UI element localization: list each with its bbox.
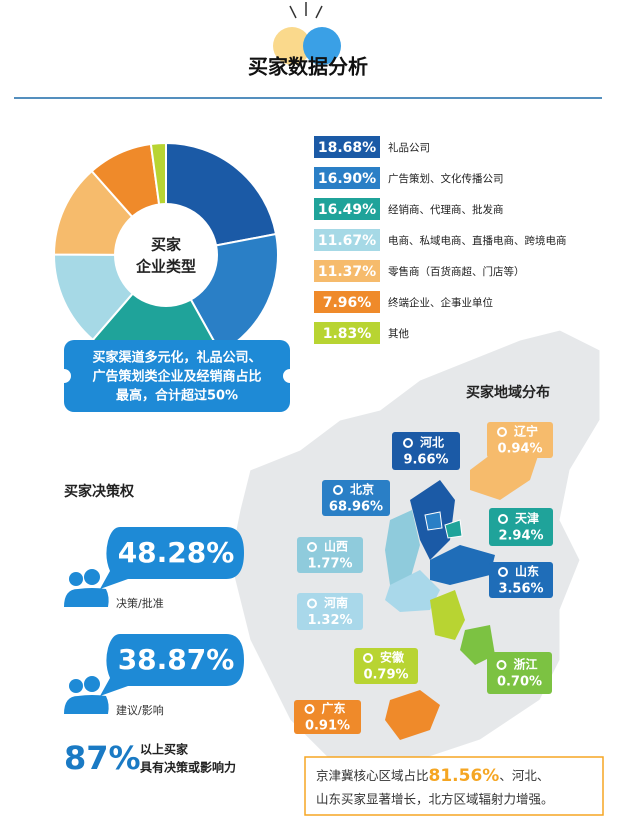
legend-swatch <box>314 198 380 220</box>
pin-icon <box>307 598 317 609</box>
region-name: 北京 <box>350 482 374 497</box>
person-icon <box>69 679 83 693</box>
region-value: 2.94% <box>498 529 543 544</box>
region-note: 山东买家显著增长，北方区域辐射力增强。 <box>316 792 554 807</box>
summary-text: 具有决策或影响力 <box>140 760 236 775</box>
legend-label: 礼品公司 <box>388 141 430 154</box>
decision-value: 38.87% <box>118 643 235 676</box>
region-value: 9.66% <box>403 453 448 468</box>
summary-value: 87% <box>64 739 141 777</box>
note-line: 最高，合计超过50% <box>116 388 238 404</box>
decision-caption: 决策/批准 <box>116 596 164 610</box>
region-value: 0.70% <box>497 675 542 690</box>
pin-icon <box>498 514 508 524</box>
region-name: 山东 <box>515 564 539 579</box>
region-name: 安徽 <box>380 650 405 665</box>
pin-icon <box>496 660 507 670</box>
region-box <box>354 648 418 684</box>
pin-icon <box>497 427 507 437</box>
region-note: 京津冀核心区域占比81.56%、河北、 <box>316 766 549 786</box>
speech-bubble <box>100 634 244 696</box>
pie-center-label: 买家 <box>151 236 181 254</box>
legend-label: 电商、私域电商、直播电商、跨境电商 <box>388 234 567 247</box>
pin-icon <box>333 485 343 495</box>
region-note-box <box>304 756 604 816</box>
region-box <box>487 422 553 458</box>
decision-title: 买家决策权 <box>64 483 135 500</box>
decision-caption: 建议/影响 <box>116 703 164 717</box>
note-text: 京津冀核心区域占比 <box>316 768 429 783</box>
legend-swatch <box>314 291 380 313</box>
note-line: 广告策划类企业及经销商占比 <box>92 369 261 385</box>
speech-bubble <box>100 527 244 589</box>
region-name: 广东 <box>321 701 345 716</box>
region-name: 浙江 <box>513 657 537 672</box>
note-box <box>64 340 290 412</box>
legend-swatch <box>314 167 380 189</box>
legend-value: 7.96% <box>323 295 372 311</box>
legend-swatch <box>314 229 380 251</box>
region-box <box>487 652 552 694</box>
region-box <box>297 593 363 630</box>
region-name: 河北 <box>419 435 444 450</box>
pie-center-label: 企业类型 <box>135 258 196 276</box>
legend-value: 1.83% <box>323 326 372 342</box>
region-value: 3.56% <box>498 582 543 597</box>
legend-value: 16.49% <box>318 202 376 218</box>
region-labels: 河北 9.66% 辽宁 0.94% 北京 68.96% 天津 2.94% 山西 1.77% 山东 3.… <box>294 422 553 734</box>
pie-hole <box>114 203 218 307</box>
region-value: 1.32% <box>307 613 352 628</box>
person-icon <box>84 676 100 692</box>
note-text: 、河北、 <box>499 768 549 783</box>
decision: 48.28% 决策/批准 38.87% 建议/影响 <box>64 527 244 717</box>
region-name: 天津 <box>515 511 539 526</box>
legend-label: 终端企业、企事业单位 <box>388 296 493 309</box>
region-title: 买家地域分布 <box>466 384 550 401</box>
region-box <box>489 562 553 598</box>
legend-label: 广告策划、文化传播公司 <box>388 172 504 185</box>
legend-label: 其他 <box>388 327 409 340</box>
summary-text: 以上买家 <box>140 742 189 757</box>
pin-icon <box>403 438 413 448</box>
region-value: 1.77% <box>307 557 352 572</box>
legend-value: 11.67% <box>318 233 376 249</box>
region-name: 辽宁 <box>514 424 538 439</box>
legend: 18.68% 礼品公司 16.90% 广告策划、文化传播公司 16.49% 经销商、代理商… <box>314 136 567 344</box>
note-line: 买家渠道多元化，礼品公司、 <box>92 350 261 366</box>
region-value: 0.79% <box>363 668 408 683</box>
region-value: 68.96% <box>329 500 383 515</box>
pin-icon <box>307 542 317 552</box>
header-decoration <box>14 2 602 99</box>
legend-value: 11.37% <box>318 264 376 280</box>
legend-swatch <box>314 322 380 344</box>
region-box <box>322 480 390 516</box>
page-title: 买家数据分析 <box>248 55 368 79</box>
legend-label: 经销商、代理商、批发商 <box>388 203 504 216</box>
pin-icon <box>498 567 508 577</box>
pin-icon <box>363 653 373 663</box>
region-box <box>294 700 361 734</box>
legend-value: 18.68% <box>318 140 376 156</box>
region-box <box>489 508 553 546</box>
region-box <box>297 537 363 573</box>
person-icon <box>64 695 109 714</box>
legend-swatch <box>314 136 380 158</box>
region-value: 0.94% <box>497 442 542 457</box>
region-box <box>392 432 460 470</box>
region-value: 0.91% <box>305 719 350 734</box>
region-name: 河南 <box>323 595 348 610</box>
person-icon <box>69 572 83 586</box>
decision-value: 48.28% <box>118 536 235 569</box>
legend-label: 零售商（百货商超、门店等） <box>388 265 525 278</box>
legend-value: 16.90% <box>318 171 376 187</box>
legend-swatch <box>314 260 380 282</box>
pin-icon <box>304 704 315 714</box>
person-icon <box>64 588 109 607</box>
region-name: 山西 <box>324 539 348 554</box>
person-icon <box>84 569 100 585</box>
note-highlight: 81.56% <box>429 766 500 786</box>
